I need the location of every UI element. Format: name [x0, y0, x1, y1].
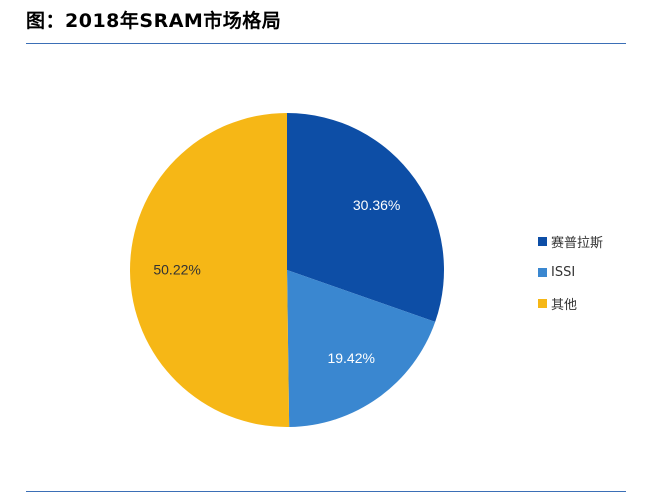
data-label-1: 19.42% [327, 350, 374, 366]
pie-slices [130, 113, 444, 427]
legend-item-2: 其他 [538, 294, 603, 313]
pie-data-labels: 30.36% 19.42% 50.22% [153, 197, 400, 366]
legend-swatch-0 [538, 236, 547, 246]
legend-label-2: 其他 [551, 297, 578, 313]
legend-item-0: 赛普拉斯 [538, 232, 604, 251]
legend-label-0: 赛普拉斯 [551, 235, 604, 251]
legend-swatch-1 [538, 267, 547, 277]
pie-slice-1 [287, 270, 436, 427]
legend-label-1: ISSI [551, 264, 576, 280]
figure-title: 图：2018年SRAM市场格局 [26, 10, 282, 32]
data-label-0: 30.36% [353, 197, 400, 213]
chart-legend: 赛普拉斯 ISSI 其他 [538, 232, 603, 325]
pie-slice-2 [130, 113, 290, 427]
bottom-divider [26, 491, 626, 492]
data-label-2: 50.22% [153, 261, 200, 277]
legend-item-1: ISSI [538, 263, 603, 281]
top-divider [26, 43, 626, 44]
pie-slice-0 [287, 113, 444, 322]
legend-swatch-2 [538, 298, 547, 308]
